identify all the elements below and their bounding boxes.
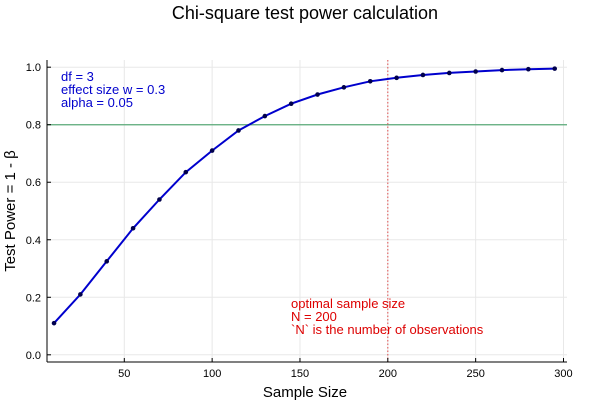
- power-point: [183, 169, 189, 175]
- y-tick-label: 0.6: [26, 177, 41, 189]
- reference-lines: [47, 60, 567, 362]
- parameter-annotation-line: df = 3: [61, 69, 94, 84]
- power-point: [51, 320, 57, 326]
- power-point: [420, 72, 426, 78]
- power-point: [341, 85, 347, 90]
- power-point: [130, 225, 136, 231]
- power-point: [78, 292, 83, 297]
- power-point: [262, 113, 268, 119]
- power-point: [526, 66, 531, 72]
- power-curve-line: [53, 67, 555, 324]
- x-tick-label: 150: [291, 368, 309, 380]
- chart-title: Chi-square test power calculation: [172, 3, 438, 23]
- power-point: [209, 148, 215, 153]
- power-point: [157, 197, 162, 202]
- y-axis-title: Test Power = 1 - β: [2, 150, 19, 272]
- power-point: [499, 67, 505, 73]
- power-point: [104, 259, 110, 264]
- x-tick-label: 200: [379, 368, 397, 380]
- power-point: [552, 66, 558, 71]
- power-point: [288, 101, 294, 107]
- y-tick-label: 0.2: [26, 292, 41, 304]
- y-tick-label: 0.8: [26, 120, 41, 132]
- series-layer: [51, 66, 558, 326]
- x-tick-label: 250: [466, 368, 484, 380]
- power-point: [367, 78, 373, 84]
- power-point: [236, 128, 241, 133]
- optimal-annotation-line: `N` is the number of observations: [291, 322, 484, 337]
- power-point: [315, 92, 320, 97]
- x-tick-label: 50: [118, 368, 130, 380]
- power-point: [473, 69, 478, 74]
- power-point: [394, 75, 399, 81]
- axes: 50 100 150 200 250 300 0.0 0.2 0.4 0.6 0.8 1.0: [26, 60, 573, 380]
- y-tick-label: 0.0: [26, 350, 41, 362]
- optimal-annotation-line: optimal sample size: [291, 296, 405, 311]
- y-tick-label: 0.4: [26, 235, 41, 247]
- power-point: [446, 70, 452, 76]
- parameter-annotation-line: alpha = 0.05: [61, 95, 133, 110]
- x-tick-label: 300: [554, 368, 572, 380]
- y-tick-label: 1.0: [26, 62, 41, 74]
- optimal-annotation-line: N = 200: [291, 309, 337, 324]
- x-tick-label: 100: [203, 368, 221, 380]
- x-axis-title: Sample Size: [263, 384, 347, 400]
- parameter-annotation-line: effect size w = 0.3: [61, 82, 165, 97]
